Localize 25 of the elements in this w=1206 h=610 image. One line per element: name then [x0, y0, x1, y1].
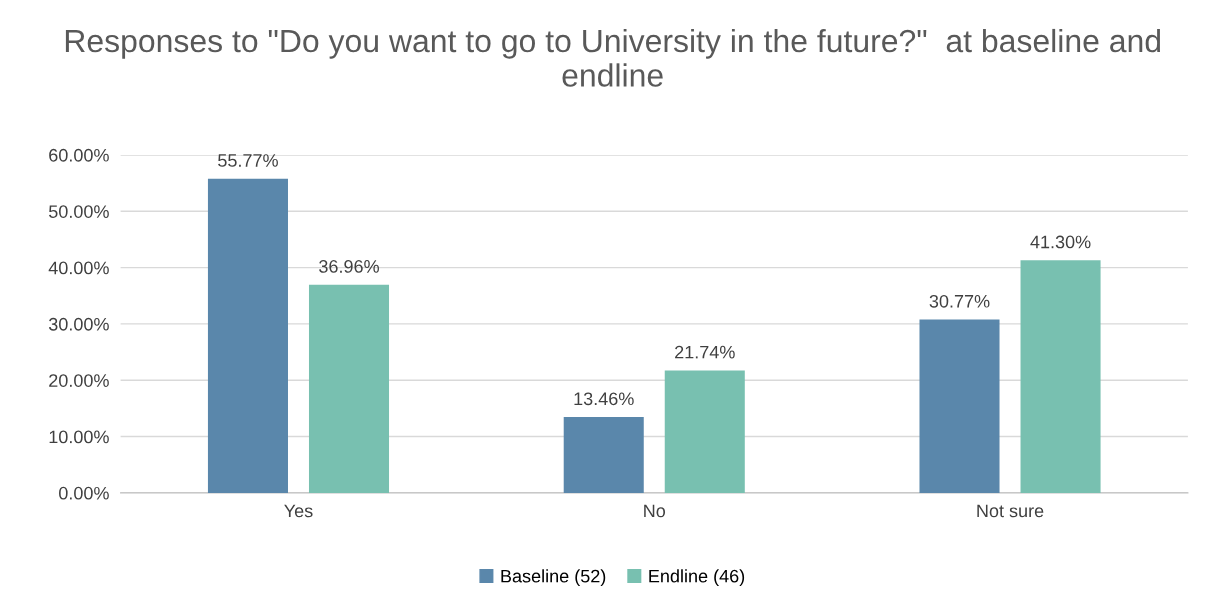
y-tick-label: 10.00% — [49, 430, 109, 444]
data-label: 13.46% — [574, 392, 634, 406]
bar — [919, 319, 1000, 493]
data-label: 21.74% — [675, 345, 735, 359]
bar — [664, 370, 745, 493]
data-label: 30.77% — [929, 294, 990, 308]
legend-label: Endline (46) — [649, 569, 745, 587]
data-label: 36.96% — [319, 260, 379, 273]
x-tick-label: Not sure — [977, 504, 1044, 518]
x-tick-label: No — [644, 504, 666, 518]
y-tick-label: 20.00% — [49, 374, 109, 387]
y-tick-label: 40.00% — [48, 261, 109, 275]
y-tick-label: 30.00% — [48, 317, 109, 331]
chart-title: Responses to "Do you want to go to University in the future?" at baseline and endline — [65, 28, 1161, 87]
data-label: 55.77% — [218, 154, 278, 167]
bar — [1020, 260, 1101, 493]
y-tick-label: 60.00% — [49, 148, 109, 162]
y-tick-label: 50.00% — [48, 205, 109, 218]
bar — [563, 417, 644, 493]
data-label: 41.30% — [1030, 235, 1091, 249]
legend-label: Baseline (52) — [501, 569, 606, 587]
bar — [207, 178, 288, 493]
bar — [308, 284, 390, 493]
y-tick-label: 0.00% — [59, 486, 109, 500]
x-tick-label: Yes — [284, 504, 313, 518]
